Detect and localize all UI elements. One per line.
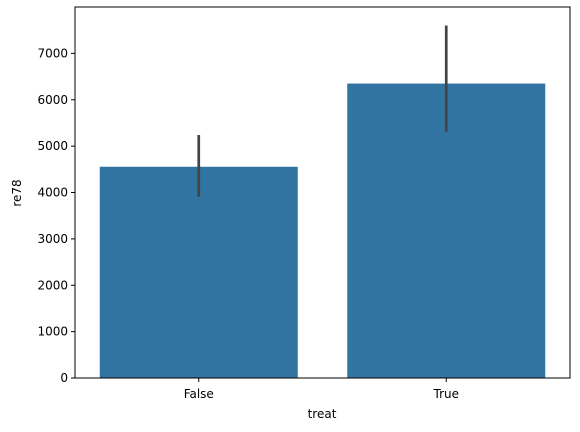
bar [99, 166, 298, 378]
y-tick-label: 1000 [37, 325, 68, 339]
x-tick-label: True [433, 387, 460, 401]
y-tick-label: 0 [60, 371, 68, 385]
x-axis-label: treat [308, 407, 337, 421]
y-axis-label: re78 [10, 179, 24, 206]
y-tick-label: 6000 [37, 93, 68, 107]
y-tick-label: 5000 [37, 139, 68, 153]
axes-frame [74, 6, 571, 379]
y-tick-label: 2000 [37, 278, 68, 292]
y-tick-label: 4000 [37, 186, 68, 200]
y-tick-label: 3000 [37, 232, 68, 246]
bar [347, 83, 546, 378]
y-tick-label: 7000 [37, 46, 68, 60]
x-tick-label: False [184, 387, 214, 401]
